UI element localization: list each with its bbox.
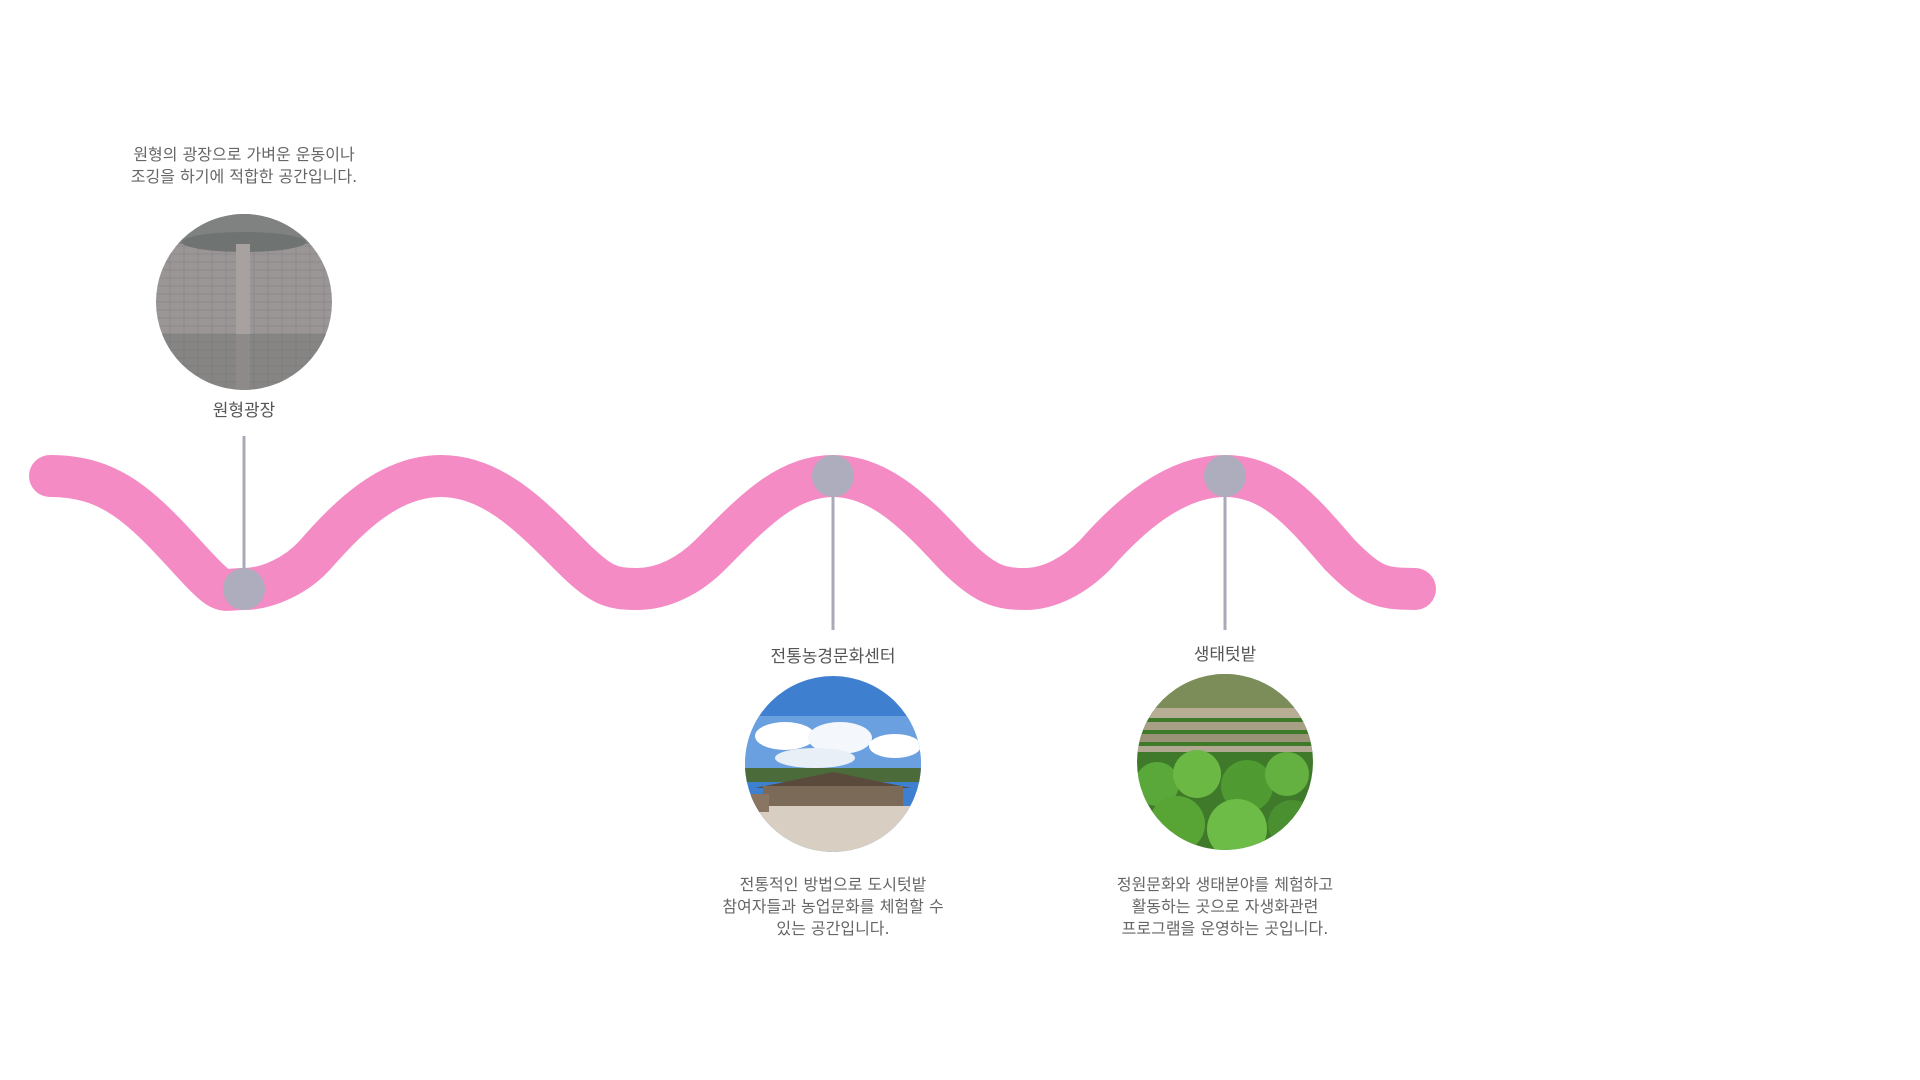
vegetable-garden-photo-icon bbox=[1137, 674, 1313, 850]
marker-dot-plaza bbox=[223, 568, 265, 610]
garden-title: 생태텃밭 bbox=[1193, 645, 1257, 665]
marker-dot-garden bbox=[1204, 455, 1246, 497]
garden-description-line: 활동하는 곳으로 자생화관련 bbox=[1131, 897, 1319, 916]
garden-description-line: 프로그램을 운영하는 곳입니다. bbox=[1121, 919, 1329, 938]
plaza-description: 원형의 광장으로 가벼운 운동이나 조깅을 하기에 적합한 공간입니다. bbox=[131, 144, 357, 188]
traditional-building-sky-photo-icon bbox=[745, 676, 921, 852]
garden-photo bbox=[1137, 674, 1313, 850]
paving-stone-plaza-photo-icon bbox=[156, 214, 332, 390]
center-photo bbox=[745, 676, 921, 852]
center-description-line: 전통적인 방법으로 도시텃밭 bbox=[739, 875, 927, 894]
plaza-description-line: 원형의 광장으로 가벼운 운동이나 bbox=[133, 145, 355, 164]
center-description-line: 참여자들과 농업문화를 체험할 수 bbox=[722, 897, 944, 916]
garden-description-line: 정원문화와 생태분야를 체험하고 bbox=[1116, 875, 1334, 894]
center-description: 전통적인 방법으로 도시텃밭 참여자들과 농업문화를 체험할 수 있는 공간입니… bbox=[722, 874, 943, 940]
plaza-title: 원형광장 bbox=[212, 401, 276, 421]
center-title: 전통농경문화센터 bbox=[770, 647, 896, 667]
center-description-line: 있는 공간입니다. bbox=[776, 919, 890, 938]
plaza-photo bbox=[156, 214, 332, 390]
garden-description: 정원문화와 생태분야를 체험하고 활동하는 곳으로 자생화관련 프로그램을 운영… bbox=[1117, 874, 1333, 940]
plaza-description-line: 조깅을 하기에 적합한 공간입니다. bbox=[130, 167, 358, 186]
marker-dot-center bbox=[812, 455, 854, 497]
